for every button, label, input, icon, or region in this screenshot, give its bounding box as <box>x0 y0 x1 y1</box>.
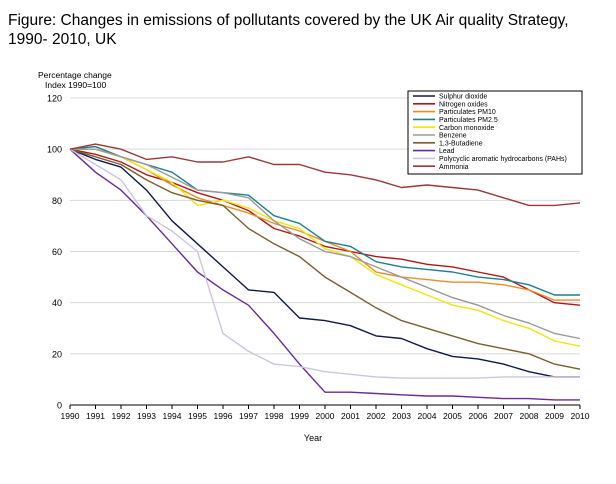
y-tick-label-100: 100 <box>47 145 62 155</box>
series-line-7 <box>69 148 581 370</box>
y-tick-label-40: 40 <box>52 298 62 308</box>
legend-label-1: Sulphur dioxide <box>439 94 487 101</box>
y-tick-label-20: 20 <box>52 349 62 359</box>
y-tick-label-0: 0 <box>57 401 62 411</box>
x-tick-label-2007: 2007 <box>494 411 513 421</box>
legend-label-3: Particulates PM10 <box>439 109 496 116</box>
x-tick-label-2004: 2004 <box>418 411 437 421</box>
x-tick-label-1996: 1996 <box>214 411 233 421</box>
legend-label-7: 1,3-Butadiene <box>439 140 483 147</box>
legend-label-9: Polycyclic aromatic hydrocarbons (PAHs) <box>439 156 567 163</box>
figure-title-line-1: Figure: Changes in emissions of pollutan… <box>8 12 569 29</box>
x-tick-label-1992: 1992 <box>112 411 131 421</box>
y-axis-label-line-1: Percentage change <box>38 70 112 80</box>
series-line-2 <box>69 148 581 306</box>
x-tick-label-1998: 1998 <box>265 411 284 421</box>
y-tick-label-120: 120 <box>47 94 62 104</box>
series-line-1 <box>69 148 580 378</box>
x-tick-label-1997: 1997 <box>239 411 258 421</box>
legend-label-10: Ammonia <box>439 164 469 171</box>
x-tick-label-2001: 2001 <box>341 411 360 421</box>
x-tick-label-2009: 2009 <box>545 411 564 421</box>
series-line-4 <box>69 145 580 296</box>
legend-label-6: Benzene <box>439 133 467 140</box>
figure-title-line-2: 1990- 2010, UK <box>8 31 117 48</box>
series-line-6 <box>70 148 581 340</box>
figure-title: Figure: Changes in emissions of pollutan… <box>8 11 612 49</box>
y-axis-label-line-2: Index 1990=100 <box>45 80 106 90</box>
x-tick-label-1991: 1991 <box>86 411 105 421</box>
series-line-8 <box>69 148 580 401</box>
series-line-10 <box>69 143 581 207</box>
legend-box <box>407 90 583 175</box>
x-tick-label-1990: 1990 <box>61 411 80 421</box>
x-tick-label-1994: 1994 <box>163 411 182 421</box>
legend-label-5: Carbon monoxide <box>439 125 494 132</box>
series-lines <box>69 143 581 401</box>
x-tick-label-2003: 2003 <box>392 411 411 421</box>
x-axis-label: Year <box>304 433 322 443</box>
y-tick-label-60: 60 <box>52 247 62 257</box>
legend-label-2: Nitrogen oxides <box>439 101 488 108</box>
legend-label-8: Lead <box>439 148 455 155</box>
x-tick-label-2000: 2000 <box>316 411 335 421</box>
legend-label-4: Particulates PM2.5 <box>439 117 498 124</box>
x-tick-label-2005: 2005 <box>443 411 462 421</box>
series-line-9 <box>69 148 580 379</box>
x-tick-label-1995: 1995 <box>188 411 207 421</box>
x-tick-label-2006: 2006 <box>469 411 488 421</box>
x-tick-label-2010: 2010 <box>571 411 590 421</box>
y-tick-label-80: 80 <box>52 196 62 206</box>
series-line-5 <box>70 148 581 347</box>
x-tick-label-1999: 1999 <box>290 411 309 421</box>
axes: 0 20 40 60 80 100 120 1990 1991 1992 1993 1994 1995 1… <box>47 94 590 422</box>
x-tick-label-2008: 2008 <box>520 411 539 421</box>
x-tick-label-2002: 2002 <box>367 411 386 421</box>
x-tick-label-1993: 1993 <box>137 411 156 421</box>
